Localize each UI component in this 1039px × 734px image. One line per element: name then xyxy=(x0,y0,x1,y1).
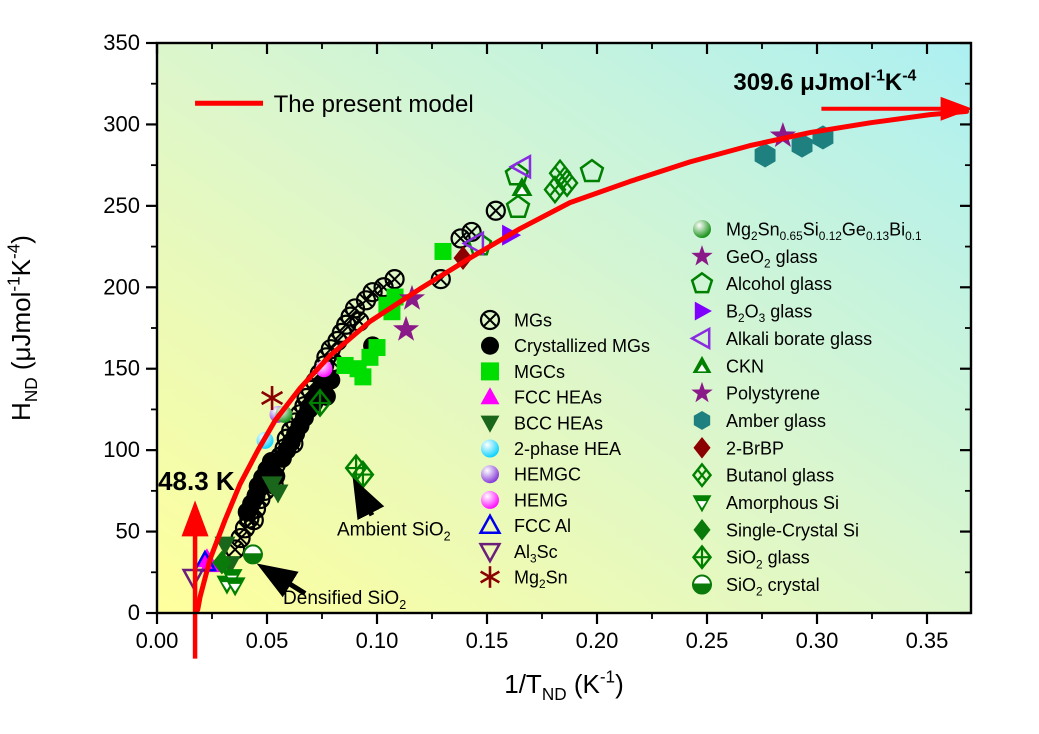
legend-entry-mg-2-sn: Mg2Sn xyxy=(479,566,568,592)
legend-label-2-phase-hea: 2-phase HEA xyxy=(514,439,621,459)
legend-entry-crystallized-mgs: Crystallized MGs xyxy=(481,336,650,356)
series-mg-2-sn xyxy=(261,386,284,411)
legend-label-amorphous-si: Amorphous Si xyxy=(726,493,839,513)
legend-label-fcc-al: FCC Al xyxy=(514,516,571,536)
legend-label-mgs: MGs xyxy=(514,311,552,331)
y-tick-label: 200 xyxy=(103,274,140,299)
legend-entry-sio-2-glass: SiO2 glass xyxy=(691,544,810,572)
legend-label-geo-2-glass: GeO2 glass xyxy=(726,247,818,271)
legend-label-b-2-o-3-glass: B2O3 glass xyxy=(726,302,812,326)
legend-label-single-crystal-si: Single-Crystal Si xyxy=(726,520,859,540)
legend-entry-polystyrene: Polystyrene xyxy=(691,381,820,404)
legend-entry-butanol-glass: Butanol glass xyxy=(691,462,834,488)
x-tick-label: 0.20 xyxy=(576,628,619,653)
densified-sio2-label: Densified SiO2 xyxy=(283,588,406,612)
legend-entry-hemgc: HEMGC xyxy=(481,465,581,485)
series-single-crystal-si xyxy=(212,550,232,575)
legend-label-bcc-heas: BCC HEAs xyxy=(514,413,603,433)
densified-sio2-arrow xyxy=(256,563,307,598)
x-tick-label: 0.35 xyxy=(906,628,949,653)
x-tick-label: 0.05 xyxy=(246,628,289,653)
y-tick-label: 300 xyxy=(103,111,140,136)
legend-entry-al-3-sc: Al3Sc xyxy=(478,542,558,566)
series-ckn xyxy=(511,176,533,196)
legend-entry-ckn: CKN xyxy=(692,355,764,376)
asymptote-value-label: 309.6 μJmol-1K-4 xyxy=(733,68,916,97)
ambient-sio2-label: Ambient SiO2 xyxy=(337,520,451,544)
legend-entry-bcc-heas: BCC HEAs xyxy=(480,413,603,433)
legend-label-ckn: CKN xyxy=(726,356,764,376)
legend-entry-amber-glass: Amber glass xyxy=(693,411,826,431)
x-tick-label: 0.10 xyxy=(356,628,399,653)
plot-background xyxy=(157,43,971,613)
legend-label-alcohol-glass: Alcohol glass xyxy=(726,274,832,294)
legend-label-amber-glass: Amber glass xyxy=(726,411,826,431)
y-tick-label: 100 xyxy=(103,437,140,462)
y-tick-label: 0 xyxy=(128,600,140,625)
y-tick-label: 150 xyxy=(103,356,140,381)
t-onset-label: 48.3 K xyxy=(158,466,235,496)
legend-entry-mgs: MGs xyxy=(479,309,552,331)
model-curve xyxy=(195,108,970,613)
ambient-sio2-arrow xyxy=(352,477,385,521)
legend-entry-2-brbp: 2-BrBP xyxy=(693,437,784,459)
legend-entry-mgcs: MGCs xyxy=(481,362,565,382)
legend-entry-single-crystal-si: Single-Crystal Si xyxy=(693,519,859,541)
series-crystallized-mgs xyxy=(237,336,383,522)
legend-entry-hemg: HEMG xyxy=(481,490,568,510)
legend-label-fcc-heas: FCC HEAs xyxy=(514,388,602,408)
legend-label-mg-2-sn-0-65-si-0-12-ge-0-13-bi-0-1: Mg2Sn0.65Si0.12Ge0.13Bi0.1 xyxy=(726,220,922,244)
legend-label-sio-2-crystal: SiO2 crystal xyxy=(726,575,820,599)
series-alkali-borate-glass xyxy=(461,154,532,256)
axis-ticks xyxy=(146,41,971,624)
x-tick-label: 0.30 xyxy=(796,628,839,653)
legend-entry-mg-2-sn-0-65-si-0-12-ge-0-13-bi-0-1: Mg2Sn0.65Si0.12Ge0.13Bi0.1 xyxy=(693,220,922,244)
x-tick-label: 0.00 xyxy=(136,628,179,653)
series-amorphous-si xyxy=(216,569,246,597)
y-tick-label: 50 xyxy=(116,519,140,544)
x-tick-label: 0.15 xyxy=(466,628,509,653)
legend-label-polystyrene: Polystyrene xyxy=(726,384,820,404)
legend-right: Mg2Sn0.65Si0.12Ge0.13Bi0.1 GeO2 glass Alco… xyxy=(689,220,922,599)
legend-label-hemgc: HEMGC xyxy=(514,465,581,485)
x-axis-title: 1/TND (K-1) xyxy=(504,667,624,704)
legend-label-butanol-glass: Butanol glass xyxy=(726,466,834,486)
legend-entry-geo-2-glass: GeO2 glass xyxy=(691,245,818,271)
legend-label-sio-2-glass: SiO2 glass xyxy=(726,548,810,572)
series-mgcs xyxy=(336,242,452,386)
x-tick-label: 0.25 xyxy=(686,628,729,653)
y-tick-label: 350 xyxy=(103,30,140,55)
series-polystyrene xyxy=(392,284,426,341)
legend-entry-fcc-al: FCC Al xyxy=(478,513,571,536)
series-sio-2-crystal xyxy=(242,544,263,565)
legend-entry-alcohol-glass: Alcohol glass xyxy=(690,271,832,294)
legend-label-al-3-sc: Al3Sc xyxy=(514,542,558,566)
legend-label-alkali-borate-glass: Alkali borate glass xyxy=(726,329,872,349)
legend-entry-2-phase-hea: 2-phase HEA xyxy=(481,439,621,459)
series-geo-2-glass xyxy=(769,122,796,147)
legend-entry-alkali-borate-glass: Alkali borate glass xyxy=(689,326,872,350)
model-label: The present model xyxy=(274,91,474,118)
legend-entry-amorphous-si: Amorphous Si xyxy=(692,493,839,513)
legend-label-mgcs: MGCs xyxy=(514,362,565,382)
legend-entry-fcc-heas: FCC HEAs xyxy=(480,387,602,408)
y-tick-label: 250 xyxy=(103,193,140,218)
legend-label-2-brbp: 2-BrBP xyxy=(726,438,784,458)
legend-left: MGs Crystallized MGs MGCs FCC HEAs BCC HEAs 2… xyxy=(478,309,650,592)
y-axis-title: HND (μJmol-1K-4) xyxy=(4,235,41,421)
series-butanol-glass xyxy=(543,158,579,205)
legend-label-crystallized-mgs: Crystallized MGs xyxy=(514,336,650,356)
legend-label-mg-2-sn: Mg2Sn xyxy=(514,568,568,592)
legend-label-hemg: HEMG xyxy=(514,490,568,510)
legend-entry-b-2-o-3-glass: B2O3 glass xyxy=(694,302,812,326)
legend-entry-sio-2-crystal: SiO2 crystal xyxy=(691,574,820,599)
